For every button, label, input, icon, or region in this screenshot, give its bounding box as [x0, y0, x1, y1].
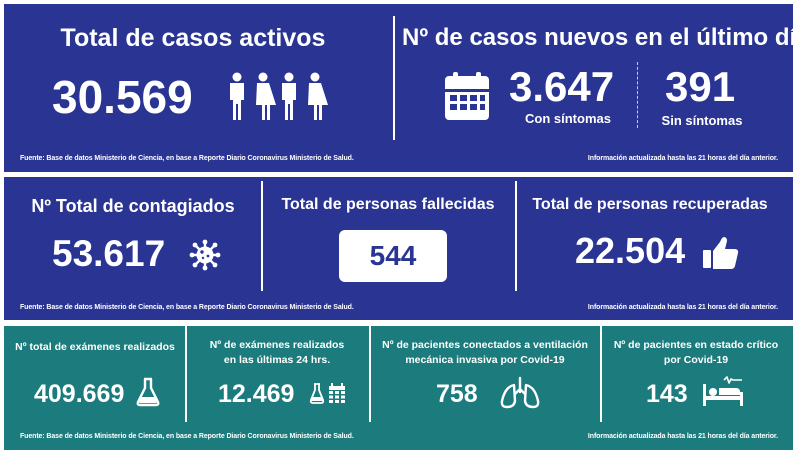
- exams-24h-title-line2: en las últimas 24 hrs.: [223, 354, 331, 366]
- infected-value: 53.617: [52, 233, 166, 274]
- exams-panel: [4, 326, 793, 450]
- middle-divider-2: [515, 181, 517, 291]
- flask-icon: [136, 377, 160, 407]
- top-divider: [393, 16, 395, 140]
- exams-24h-title-line1: Nº de exámenes realizados: [209, 339, 345, 351]
- bottom-divider-1: [185, 326, 187, 422]
- new-cases-asymptomatic-label: Sin síntomas: [661, 113, 743, 128]
- ventilation-value: 758: [436, 380, 478, 408]
- hospital-bed-icon: [703, 376, 743, 406]
- deceased-title: Total de personas fallecidas: [281, 196, 495, 213]
- recovered-value: 22.504: [575, 230, 686, 271]
- new-cases-title: Nº de casos nuevos en el último día: [402, 24, 799, 51]
- new-cases-asymptomatic-value: 391: [665, 63, 736, 110]
- active-cases-title: Total de casos activos: [60, 24, 326, 52]
- virus-icon: [189, 239, 221, 271]
- deceased-value: 544: [339, 230, 447, 282]
- top-updated-footer: Información actualizada hasta las 21 hor…: [587, 155, 778, 162]
- recovered-title: Total de personas recuperadas: [532, 196, 768, 213]
- bottom-updated-footer: Información actualizada hasta las 21 hor…: [587, 433, 778, 440]
- flask-calendar-icon: [309, 383, 345, 404]
- top-source-footer: Fuente: Base de datos Ministerio de Cien…: [20, 155, 354, 162]
- infected-title: Nº Total de contagiados: [31, 196, 235, 216]
- thumbs-up-icon: [703, 237, 739, 269]
- exams-total-title: Nº total de exámenes realizados: [15, 341, 175, 353]
- bottom-divider-3: [600, 326, 602, 422]
- active-cases-panel: [4, 4, 793, 172]
- middle-divider-1: [261, 181, 263, 291]
- bottom-source-footer: Fuente: Base de datos Ministerio de Cien…: [20, 433, 354, 440]
- lungs-icon: [500, 376, 540, 409]
- bottom-divider-2: [369, 326, 371, 422]
- exams-total-value: 409.669: [34, 380, 125, 408]
- middle-source-footer: Fuente: Base de datos Ministerio de Cien…: [20, 304, 354, 311]
- new-cases-symptomatic-label: Con síntomas: [525, 111, 611, 126]
- calendar-icon: [445, 72, 489, 120]
- ventilation-title-line1: Nº de pacientes conectados a ventilación: [382, 339, 588, 351]
- critical-title-line1: Nº de pacientes en estado crítico: [613, 339, 779, 351]
- critical-value: 143: [646, 380, 688, 408]
- active-cases-value: 30.569: [52, 71, 193, 123]
- people-icon: [230, 72, 328, 120]
- ventilation-title-line2: mecánica invasiva por Covid-19: [405, 354, 565, 366]
- critical-title-line2: por Covid-19: [663, 354, 729, 366]
- new-cases-divider: [637, 62, 638, 128]
- new-cases-symptomatic-value: 3.647: [509, 63, 615, 110]
- middle-updated-footer: Información actualizada hasta las 21 hor…: [587, 304, 778, 311]
- exams-24h-value: 12.469: [218, 380, 295, 408]
